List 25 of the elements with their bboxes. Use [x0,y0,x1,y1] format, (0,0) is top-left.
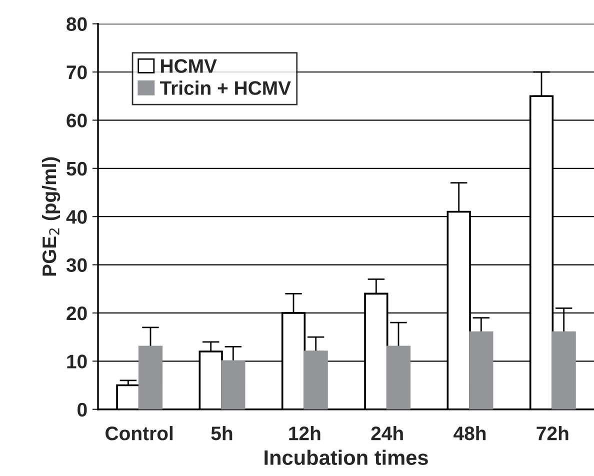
y-axis-title: PGE$_{2}$ (pg/ml) [42,157,60,276]
y-tick-label: 50 [66,162,87,176]
y-tick-label: 20 [66,306,87,320]
y-tick-label: 10 [67,354,87,368]
y-tick-label: 0 [78,402,87,417]
bar [386,346,411,410]
x-tick-label: 72h [536,426,568,440]
y-tick-label: 80 [66,17,87,32]
y-tick-label: 40 [66,210,87,224]
bar [304,350,328,410]
legend-label: HCMV [161,59,217,73]
x-tick-label: Control [106,426,173,440]
x-tick-label: 5h [211,426,232,440]
x-axis-title: Incubation times [264,450,428,466]
x-tick-label: 24h [371,426,403,440]
bar [552,331,576,410]
y-tick-label: 30 [66,258,87,272]
x-tick-label: 12h [289,426,320,440]
bar [138,346,163,410]
y-tick-label: 70 [66,65,87,80]
bar [221,360,246,410]
legend-label: Tricin + HCMV [160,80,291,95]
y-tick-label: 60 [66,114,87,128]
x-tick-label: 48h [454,426,486,440]
bar [469,331,494,410]
